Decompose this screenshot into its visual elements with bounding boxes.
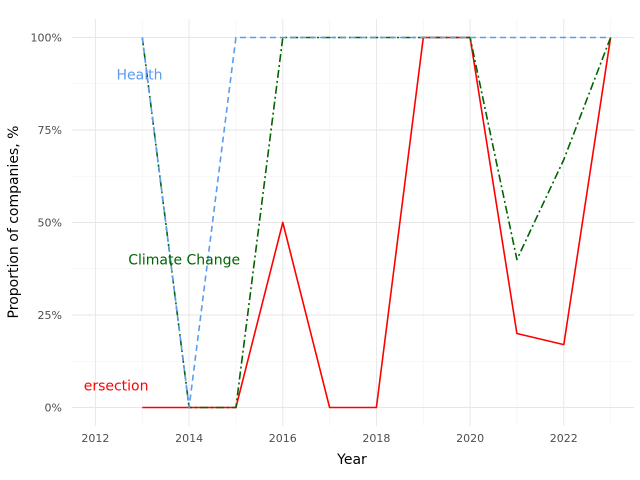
- x-axis-title: Year: [336, 452, 367, 468]
- series-line-climate-change: [141, 36, 612, 409]
- series-line-health: [141, 36, 611, 409]
- x-tick-label: 2012: [81, 432, 109, 445]
- x-tick-label: 2016: [269, 432, 297, 445]
- y-tick-label: 75%: [38, 124, 62, 137]
- y-tick-label: 0%: [45, 402, 62, 415]
- y-axis-title: Proportion of companies, %: [6, 126, 22, 319]
- x-tick-label: 2022: [550, 432, 578, 445]
- y-axis-tick-labels: 0% 25% 50% 75% 100%: [31, 32, 62, 415]
- series-label-climate-change: Climate Change: [128, 253, 240, 269]
- x-tick-label: 2014: [175, 432, 203, 445]
- series-lines: [141, 36, 612, 409]
- series-label-ersection: ersection: [84, 378, 149, 394]
- x-axis-tick-labels: 2012 2014 2016 2018 2020 2022: [81, 432, 577, 445]
- x-tick-label: 2020: [456, 432, 484, 445]
- y-tick-label: 25%: [38, 309, 62, 322]
- series-labels: ersection Climate Change Health: [84, 68, 240, 395]
- y-tick-label: 50%: [38, 217, 62, 230]
- y-tick-label: 100%: [31, 32, 62, 45]
- series-label-health: Health: [116, 68, 162, 84]
- x-tick-label: 2018: [362, 432, 390, 445]
